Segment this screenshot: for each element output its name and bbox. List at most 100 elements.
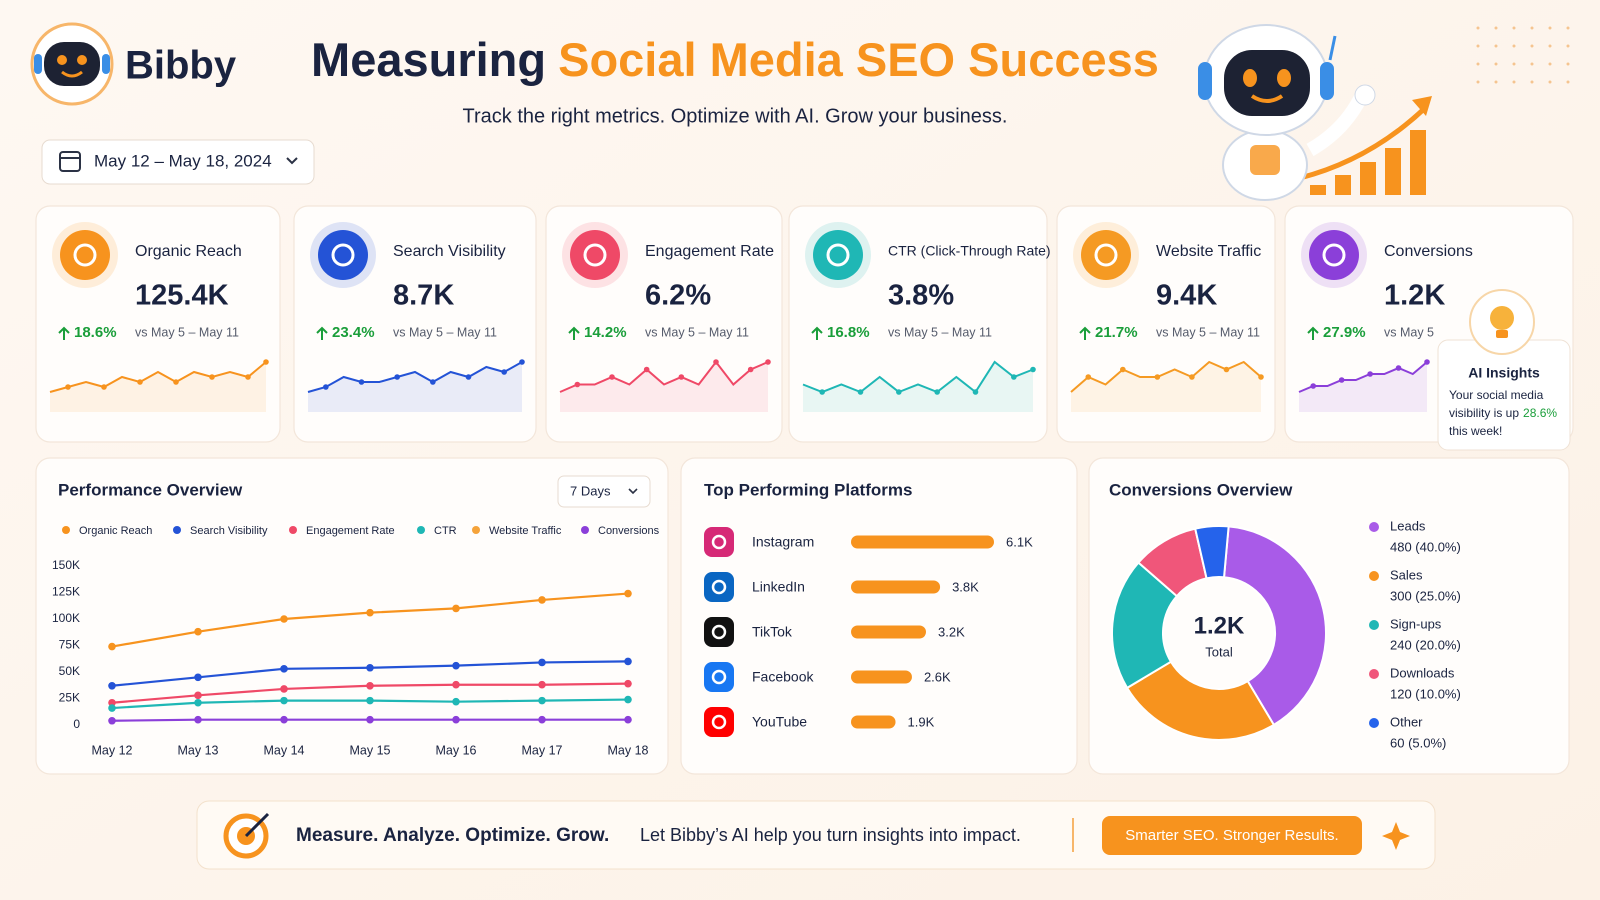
y-tick-label: 125K bbox=[52, 585, 80, 599]
sparkline-point bbox=[747, 366, 754, 373]
legend-label: Sales bbox=[1390, 567, 1423, 582]
sparkline-point bbox=[574, 381, 581, 388]
legend-marker bbox=[1369, 522, 1379, 532]
dot bbox=[1494, 62, 1498, 66]
bar-value-label: 6.1K bbox=[1006, 534, 1033, 549]
sparkline-area bbox=[308, 362, 522, 412]
kpi-comparison: vs May 5 bbox=[1384, 325, 1434, 339]
platform-icon bbox=[704, 572, 734, 602]
sparkline-point bbox=[972, 389, 979, 395]
kpi-card: Website Traffic 9.4K 21.7% vs May 5 – May 1… bbox=[1056, 205, 1276, 443]
sparkline-point bbox=[1310, 383, 1317, 389]
period-select-box[interactable] bbox=[557, 475, 651, 508]
ai-insights-text: visibility is up bbox=[1449, 406, 1519, 420]
sparkline-point bbox=[1085, 374, 1092, 380]
period-select-label[interactable]: 7 Days bbox=[570, 483, 611, 498]
kpi-card: CTR (Click-Through Rate) 3.8% 16.8% vs May … bbox=[788, 205, 1051, 443]
donut-slice bbox=[1125, 660, 1276, 741]
robot-illustration bbox=[1198, 24, 1432, 201]
kpi-comparison: vs May 5 – May 11 bbox=[1156, 325, 1260, 339]
date-picker[interactable]: May 12 – May 18, 2024 bbox=[41, 139, 315, 185]
kpi-icon bbox=[570, 230, 620, 280]
kpi-card: Engagement Rate 6.2% 14.2% vs May 5 – May 1… bbox=[545, 205, 783, 443]
dot bbox=[1566, 44, 1570, 48]
kpi-card: Organic Reach 125.4K 18.6% vs May 5 – May 1… bbox=[35, 205, 281, 443]
footer-message: Let Bibby’s AI help you turn insights in… bbox=[640, 825, 1021, 845]
sparkline-point bbox=[1011, 374, 1017, 380]
date-range[interactable]: May 12 – May 18, 2024 bbox=[94, 151, 272, 170]
up-arrow bbox=[568, 326, 580, 340]
donut-slice bbox=[1194, 525, 1230, 580]
legend-label: CTR bbox=[434, 525, 457, 537]
series-point bbox=[280, 696, 288, 705]
cta-button[interactable] bbox=[1102, 816, 1362, 855]
legend-value: 120 (10.0%) bbox=[1390, 686, 1461, 701]
up-arrow bbox=[1079, 326, 1091, 340]
kpi-label: CTR (Click-Through Rate) bbox=[888, 243, 1051, 259]
dot bbox=[1548, 62, 1552, 66]
up-arrow bbox=[58, 326, 70, 340]
bar-value-label: 3.2K bbox=[938, 624, 965, 639]
date-picker-box[interactable] bbox=[41, 139, 315, 185]
legend-label: Downloads bbox=[1390, 665, 1455, 680]
kpi-change: 21.7% bbox=[1095, 324, 1138, 341]
cta-button-label[interactable]: Smarter SEO. Stronger Results. bbox=[1125, 827, 1338, 844]
panel-title: Performance Overview bbox=[58, 480, 243, 499]
kpi-value: 6.2% bbox=[645, 280, 711, 312]
kpi-icon-glyph bbox=[1094, 243, 1118, 267]
sparkline bbox=[307, 361, 523, 393]
platform-icon bbox=[704, 707, 734, 737]
legend-marker bbox=[173, 526, 181, 534]
logo bbox=[30, 22, 114, 106]
donut-total: 1.2K bbox=[1194, 612, 1245, 639]
series-point bbox=[194, 698, 202, 707]
x-tick-label: May 14 bbox=[264, 743, 305, 757]
dot bbox=[1566, 62, 1570, 66]
platform-icon-glyph bbox=[711, 669, 727, 685]
legend-label: Sign-ups bbox=[1390, 616, 1442, 631]
series-point bbox=[366, 608, 374, 617]
legend-marker bbox=[1369, 718, 1379, 728]
kpi-label: Search Visibility bbox=[393, 243, 506, 260]
platform-name: Facebook bbox=[752, 669, 814, 685]
sparkline-point bbox=[358, 379, 365, 385]
ai-insights-highlight: 28.6% bbox=[1523, 406, 1557, 420]
up-arrow bbox=[316, 326, 328, 340]
period-select[interactable]: 7 Days bbox=[557, 475, 651, 508]
kpi-value: 1.2K bbox=[1384, 280, 1445, 312]
sparkline-point bbox=[896, 389, 902, 395]
dot bbox=[1476, 26, 1480, 30]
legend-label: Other bbox=[1390, 714, 1423, 729]
bar bbox=[851, 535, 994, 549]
series-point bbox=[452, 661, 460, 670]
x-tick-label: May 13 bbox=[178, 743, 219, 757]
kpi-icon-glyph bbox=[331, 243, 355, 267]
kpi-icon bbox=[813, 230, 863, 280]
kpi-value: 9.4K bbox=[1156, 280, 1217, 312]
kpi-value: 125.4K bbox=[135, 280, 229, 312]
legend-value: 60 (5.0%) bbox=[1390, 735, 1446, 750]
sparkline-point bbox=[857, 389, 864, 395]
kpi-icon bbox=[1081, 230, 1131, 280]
dot bbox=[1530, 80, 1534, 84]
series-point bbox=[538, 658, 546, 667]
panel-title: Conversions Overview bbox=[1109, 480, 1293, 499]
x-tick-label: May 15 bbox=[350, 743, 391, 757]
kpi-icon bbox=[1309, 230, 1359, 280]
footer: Measure. Analyze. Optimize. Grow. Let Bi… bbox=[196, 800, 1436, 870]
bar bbox=[851, 580, 941, 594]
sparkline-area bbox=[50, 362, 266, 412]
series-point bbox=[194, 715, 202, 724]
kpi-change: 23.4% bbox=[332, 324, 375, 341]
kpi-label: Website Traffic bbox=[1156, 243, 1261, 260]
platform-name: Instagram bbox=[752, 534, 814, 550]
sparkline-point bbox=[394, 374, 400, 380]
series-point bbox=[108, 716, 116, 725]
legend-label: Engagement Rate bbox=[306, 525, 395, 537]
legend-value: 300 (25.0%) bbox=[1390, 588, 1461, 603]
panel-title: Top Performing Platforms bbox=[704, 480, 912, 499]
platform-icon-glyph bbox=[711, 624, 727, 640]
title-highlight: Social Media SEO Success bbox=[558, 33, 1159, 86]
dot bbox=[1512, 44, 1516, 48]
dot bbox=[1476, 62, 1480, 66]
